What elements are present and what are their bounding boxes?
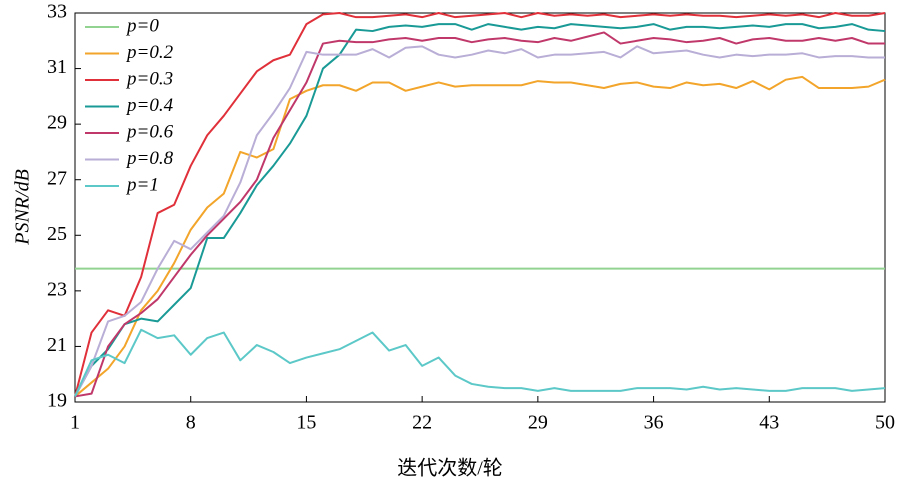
y-tick-label: 19 [47, 390, 67, 412]
x-tick-label: 15 [296, 412, 316, 434]
y-axis-label: PSNR/dB [12, 169, 34, 246]
y-tick-label: 31 [47, 56, 67, 78]
y-tick-label: 21 [47, 334, 67, 356]
legend-label: p=1 [125, 174, 159, 195]
series-line [74, 31, 885, 398]
x-axis-label: 迭代次数/轮 [397, 457, 503, 480]
legend-label: p=0.2 [125, 42, 174, 63]
x-tick-label: 8 [186, 412, 196, 434]
x-tick-label: 50 [875, 412, 895, 434]
x-tick-label: 29 [528, 412, 548, 434]
x-tick-label: 43 [759, 412, 779, 434]
legend-label: p=0.6 [125, 121, 174, 142]
series-line [74, 45, 885, 397]
y-tick-label: 23 [47, 278, 67, 300]
legend-label: p=0 [125, 15, 159, 36]
legend-label: p=0.4 [125, 95, 174, 116]
legend-label: p=0.3 [125, 68, 173, 89]
x-tick-label: 36 [644, 412, 664, 434]
x-tick-label: 22 [412, 412, 432, 434]
series-line [74, 75, 886, 398]
series-line [74, 328, 886, 397]
series-line [74, 12, 886, 397]
series-line [74, 23, 886, 397]
legend-label: p=0.8 [125, 148, 174, 169]
plot-frame [74, 12, 886, 403]
y-tick-label: 29 [47, 112, 67, 134]
y-tick-label: 25 [47, 223, 67, 245]
y-tick-label: 33 [47, 1, 67, 23]
y-tick-label: 27 [47, 167, 67, 189]
x-tick-label: 1 [70, 412, 80, 434]
